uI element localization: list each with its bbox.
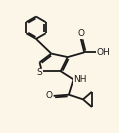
Text: NH: NH [73,75,87,84]
Text: O: O [77,29,84,38]
Text: O: O [46,91,53,100]
Text: OH: OH [96,48,110,57]
Text: S: S [37,68,43,77]
